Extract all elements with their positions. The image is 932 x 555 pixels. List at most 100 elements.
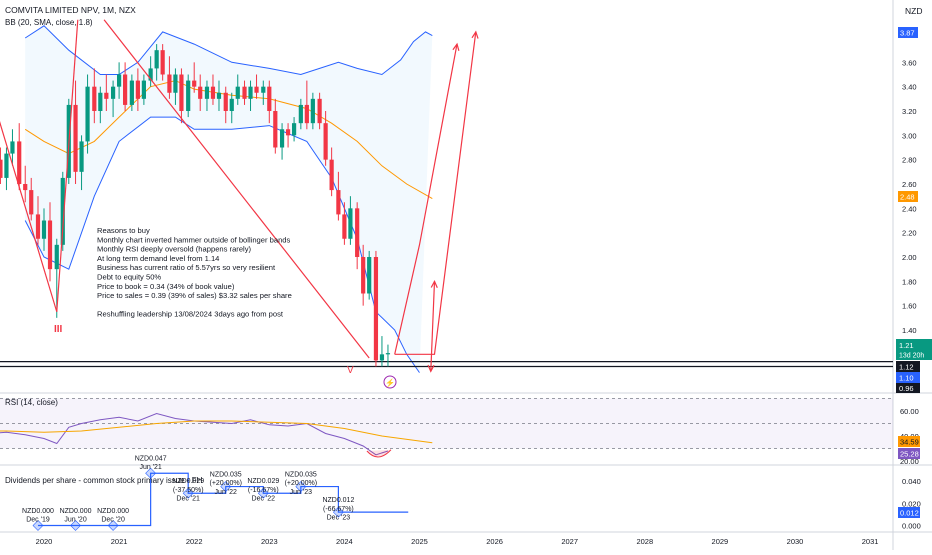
candle-body bbox=[279, 129, 285, 148]
trend-line bbox=[103, 19, 370, 359]
dividend-label: Dec '22 bbox=[252, 495, 276, 502]
badge-bb-upper: 3.87 bbox=[898, 27, 918, 38]
projection-arrow bbox=[430, 281, 436, 372]
candle-body bbox=[98, 92, 103, 111]
price-tick-label: 2.80 bbox=[902, 156, 917, 165]
dividend-marker bbox=[70, 520, 81, 531]
candle-body bbox=[304, 104, 309, 124]
candle-body bbox=[148, 68, 153, 81]
dividend-label: (+20.00%) bbox=[285, 480, 318, 487]
badge-last-price: 1.21 13d 20h bbox=[896, 339, 932, 360]
bb-upper-line bbox=[24, 25, 433, 76]
dividend-marker bbox=[32, 520, 44, 531]
annotation-line: Business has current ratio of 5.57yrs so… bbox=[97, 263, 276, 272]
candle-body bbox=[210, 86, 216, 99]
badge-dividend-value: 0.012 bbox=[898, 507, 920, 518]
svg-text:0.96: 0.96 bbox=[899, 384, 914, 393]
arrow-head bbox=[452, 42, 460, 51]
svg-text:0.012: 0.012 bbox=[900, 509, 919, 518]
price-tick-label: 2.00 bbox=[902, 253, 917, 262]
candle-body bbox=[29, 190, 34, 215]
svg-text:1.12: 1.12 bbox=[899, 363, 914, 372]
annotation-line: Price to sales = 0.39 (39% of sales) $3.… bbox=[97, 291, 292, 300]
arrow-head bbox=[471, 30, 479, 39]
dividend-label: NZD0.000 bbox=[22, 508, 54, 515]
price-tick-label: 1.40 bbox=[902, 326, 917, 335]
trend-line bbox=[56, 19, 79, 312]
time-tick-label: 2024 bbox=[336, 537, 353, 546]
dividend-marker bbox=[332, 506, 344, 518]
dividend-label: NZD0.035 bbox=[210, 472, 242, 479]
dividend-label: Jun '21 bbox=[139, 464, 161, 471]
dividend-label: NZD0.047 bbox=[135, 456, 167, 463]
arrow-head bbox=[427, 364, 435, 373]
dividend-tick-label: 0.020 bbox=[902, 499, 921, 508]
candle-body bbox=[129, 80, 134, 105]
annotation-line: Price to book = 0.34 (34% of book value) bbox=[97, 282, 235, 291]
candle-body bbox=[104, 92, 109, 99]
indicator-label: BB (20, SMA, close, 1.8) bbox=[5, 18, 93, 27]
svg-text:2.48: 2.48 bbox=[900, 193, 915, 202]
dividend-label: NZD0.000 bbox=[60, 508, 92, 515]
currency-label[interactable]: NZD bbox=[905, 6, 922, 16]
candle-body bbox=[110, 86, 116, 99]
candle-body bbox=[267, 86, 272, 111]
dividend-marker bbox=[220, 481, 232, 492]
candle-body bbox=[204, 86, 210, 99]
dividend-label: (-66.67%) bbox=[323, 506, 354, 513]
candle-body bbox=[261, 86, 266, 93]
annotation-line: At long term demand level from 1.14 bbox=[97, 254, 219, 263]
dividend-label: Dec '23 bbox=[327, 514, 351, 521]
dividend-marker bbox=[182, 487, 194, 499]
dividend-tick-label: 0.000 bbox=[902, 522, 921, 531]
annotation-line: Reshuffling leadership 13/08/2024 3days … bbox=[97, 310, 284, 319]
candle-body bbox=[317, 98, 322, 124]
dividend-marker bbox=[257, 487, 269, 499]
candle-body bbox=[117, 74, 122, 87]
time-tick-label: 2022 bbox=[186, 537, 203, 546]
annotation-line: Debt to equity 50% bbox=[97, 273, 161, 282]
badge-level-b: 1.10 bbox=[896, 372, 920, 383]
candle-body bbox=[4, 153, 9, 178]
dividend-label: Jun '20 bbox=[64, 517, 86, 524]
arrow-head bbox=[430, 279, 438, 288]
wave-mark-iii: III bbox=[54, 324, 63, 335]
dividend-label: NZD0.029 bbox=[172, 478, 204, 485]
dividend-label: Jun '22 bbox=[215, 489, 237, 496]
candle-body bbox=[248, 86, 253, 99]
dividend-tick-label: 0.040 bbox=[902, 477, 921, 486]
svg-text:34.59: 34.59 bbox=[900, 438, 919, 447]
candle-body bbox=[47, 220, 53, 270]
svg-text:3.87: 3.87 bbox=[900, 29, 915, 38]
candle-body bbox=[298, 104, 303, 124]
candle-body bbox=[179, 74, 184, 111]
dividend-step-line bbox=[37, 472, 409, 527]
rsi-oversold-highlight bbox=[366, 449, 392, 458]
candle-body bbox=[323, 123, 328, 160]
candle-body bbox=[85, 86, 90, 142]
annotation-line: Reasons to buy bbox=[97, 226, 150, 235]
dividend-marker bbox=[107, 520, 119, 531]
candle-body bbox=[10, 141, 15, 154]
badge-bb-basis: 2.48 bbox=[898, 191, 918, 202]
svg-text:1.21: 1.21 bbox=[899, 341, 914, 350]
rsi-label: RSI (14, close) bbox=[5, 398, 58, 407]
time-tick-label: 2029 bbox=[712, 537, 729, 546]
candle-body bbox=[216, 92, 222, 99]
lightning-event-icon[interactable]: ⚡ bbox=[383, 375, 397, 389]
candle-body bbox=[348, 208, 353, 239]
candle-body bbox=[135, 80, 140, 99]
trend-line bbox=[0, 121, 58, 312]
dividends-label: Dividends per share - common stock prima… bbox=[5, 476, 203, 485]
candle-body bbox=[291, 123, 297, 136]
badge-level-c: 0.96 bbox=[896, 383, 920, 393]
wave-mark-v: V bbox=[347, 365, 354, 376]
price-tick-label: 1.60 bbox=[902, 302, 917, 311]
dividend-marker bbox=[295, 481, 307, 492]
candle-body bbox=[273, 111, 278, 148]
time-tick-label: 2025 bbox=[411, 537, 428, 546]
dividend-label: Dec '21 bbox=[176, 495, 200, 502]
price-tick-label: 3.60 bbox=[902, 58, 917, 67]
